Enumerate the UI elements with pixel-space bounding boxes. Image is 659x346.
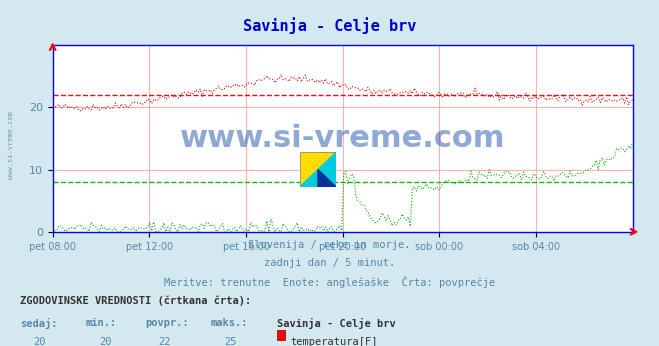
Text: povpr.:: povpr.:: [145, 318, 188, 328]
Text: ZGODOVINSKE VREDNOSTI (črtkana črta):: ZGODOVINSKE VREDNOSTI (črtkana črta):: [20, 296, 251, 306]
Text: 20: 20: [33, 337, 45, 346]
Text: zadnji dan / 5 minut.: zadnji dan / 5 minut.: [264, 258, 395, 268]
Text: Meritve: trenutne  Enote: anglešaške  Črta: povprečje: Meritve: trenutne Enote: anglešaške Črta…: [164, 276, 495, 289]
Text: sedaj:: sedaj:: [20, 318, 57, 329]
Text: Savinja - Celje brv: Savinja - Celje brv: [243, 17, 416, 34]
Text: www.si-vreme.com: www.si-vreme.com: [180, 124, 505, 153]
Text: min.:: min.:: [86, 318, 117, 328]
Polygon shape: [318, 170, 336, 187]
Text: 20: 20: [99, 337, 111, 346]
Text: 25: 25: [224, 337, 237, 346]
Text: Savinja - Celje brv: Savinja - Celje brv: [277, 318, 395, 329]
Bar: [277, 330, 285, 340]
Polygon shape: [300, 152, 336, 187]
Text: temperatura[F]: temperatura[F]: [290, 337, 378, 346]
Polygon shape: [300, 152, 336, 187]
Text: www.si-vreme.com: www.si-vreme.com: [8, 111, 14, 179]
Text: maks.:: maks.:: [211, 318, 248, 328]
Text: 22: 22: [158, 337, 171, 346]
Text: Slovenija / reke in morje.: Slovenija / reke in morje.: [248, 240, 411, 251]
